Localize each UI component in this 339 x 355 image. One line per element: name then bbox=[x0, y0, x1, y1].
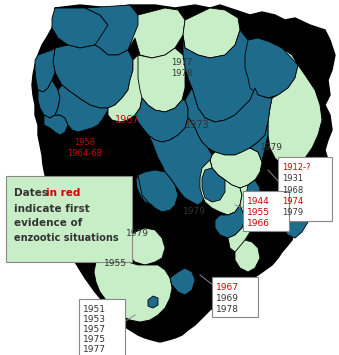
Polygon shape bbox=[94, 255, 172, 322]
Text: 1978: 1978 bbox=[216, 305, 239, 314]
Text: 1968: 1968 bbox=[282, 186, 303, 195]
Polygon shape bbox=[85, 5, 140, 55]
Text: 1955: 1955 bbox=[247, 208, 270, 217]
Text: in red: in red bbox=[46, 188, 80, 198]
Text: 1974: 1974 bbox=[282, 197, 303, 206]
Polygon shape bbox=[55, 85, 108, 132]
Polygon shape bbox=[276, 185, 310, 238]
Polygon shape bbox=[202, 168, 225, 202]
Polygon shape bbox=[138, 170, 178, 212]
Text: Dates: Dates bbox=[14, 188, 52, 198]
Polygon shape bbox=[228, 180, 262, 252]
Polygon shape bbox=[136, 170, 165, 205]
Polygon shape bbox=[108, 55, 142, 122]
Text: 1979: 1979 bbox=[282, 208, 303, 217]
Polygon shape bbox=[183, 30, 258, 122]
FancyBboxPatch shape bbox=[278, 157, 332, 221]
Text: 1953: 1953 bbox=[83, 315, 106, 324]
Text: evidence of: evidence of bbox=[14, 218, 82, 228]
FancyBboxPatch shape bbox=[79, 299, 125, 355]
Text: 1979: 1979 bbox=[182, 208, 205, 217]
Polygon shape bbox=[35, 48, 55, 92]
Polygon shape bbox=[183, 8, 240, 58]
Text: 1931: 1931 bbox=[282, 174, 303, 183]
Text: 1977: 1977 bbox=[83, 345, 106, 354]
Polygon shape bbox=[32, 5, 335, 342]
Polygon shape bbox=[44, 115, 68, 135]
Text: 1969: 1969 bbox=[216, 294, 239, 303]
Polygon shape bbox=[53, 45, 133, 108]
Text: 1944: 1944 bbox=[247, 197, 270, 206]
Polygon shape bbox=[52, 8, 108, 48]
Text: 1958
1964-68: 1958 1964-68 bbox=[67, 138, 102, 158]
Polygon shape bbox=[148, 296, 158, 308]
Polygon shape bbox=[38, 80, 60, 118]
Polygon shape bbox=[128, 8, 185, 58]
Polygon shape bbox=[235, 240, 260, 272]
Polygon shape bbox=[200, 160, 242, 215]
Text: 1967: 1967 bbox=[115, 115, 139, 125]
Polygon shape bbox=[268, 48, 322, 168]
Polygon shape bbox=[245, 38, 298, 98]
Polygon shape bbox=[135, 98, 188, 142]
Text: 1975: 1975 bbox=[83, 335, 106, 344]
Polygon shape bbox=[185, 88, 272, 155]
Text: 1967: 1967 bbox=[216, 283, 239, 292]
Polygon shape bbox=[215, 205, 245, 238]
Text: enzootic situations: enzootic situations bbox=[14, 233, 119, 243]
Polygon shape bbox=[133, 48, 185, 112]
Polygon shape bbox=[125, 228, 165, 265]
FancyBboxPatch shape bbox=[243, 191, 289, 231]
Polygon shape bbox=[210, 148, 262, 188]
Text: 1979: 1979 bbox=[125, 229, 148, 239]
Polygon shape bbox=[170, 268, 195, 295]
Text: 1955: 1955 bbox=[103, 258, 126, 268]
Text: 1912-?: 1912-? bbox=[282, 163, 311, 172]
Polygon shape bbox=[138, 118, 212, 205]
Text: indicate first: indicate first bbox=[14, 204, 90, 214]
Text: 1977
1978: 1977 1978 bbox=[172, 58, 193, 78]
FancyBboxPatch shape bbox=[6, 176, 132, 262]
FancyBboxPatch shape bbox=[212, 277, 258, 317]
Polygon shape bbox=[100, 228, 128, 262]
Text: 1966: 1966 bbox=[247, 219, 270, 228]
Text: 1973: 1973 bbox=[185, 120, 209, 130]
Text: 1979: 1979 bbox=[259, 143, 282, 153]
Text: 1957: 1957 bbox=[83, 325, 106, 334]
Polygon shape bbox=[250, 122, 268, 162]
Polygon shape bbox=[246, 180, 260, 198]
Text: 1951: 1951 bbox=[83, 305, 106, 314]
